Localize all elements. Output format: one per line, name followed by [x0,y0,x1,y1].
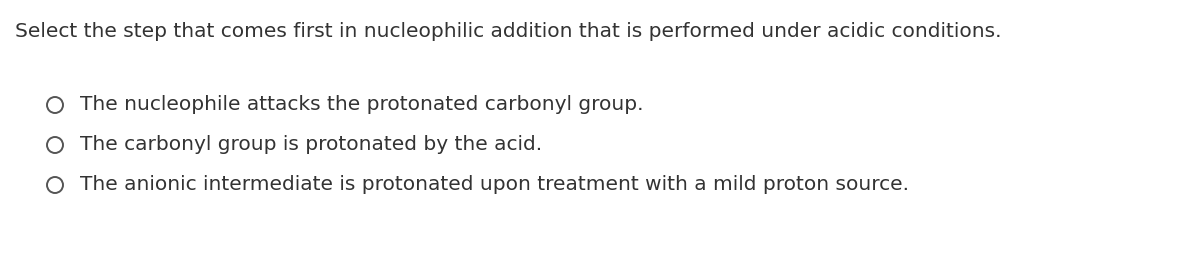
Circle shape [47,177,64,193]
Circle shape [47,97,64,113]
Text: The nucleophile attacks the protonated carbonyl group.: The nucleophile attacks the protonated c… [80,96,643,114]
Text: The anionic intermediate is protonated upon treatment with a mild proton source.: The anionic intermediate is protonated u… [80,176,910,194]
Circle shape [47,137,64,153]
Text: The carbonyl group is protonated by the acid.: The carbonyl group is protonated by the … [80,135,542,155]
Text: Select the step that comes first in nucleophilic addition that is performed unde: Select the step that comes first in nucl… [14,22,1002,41]
